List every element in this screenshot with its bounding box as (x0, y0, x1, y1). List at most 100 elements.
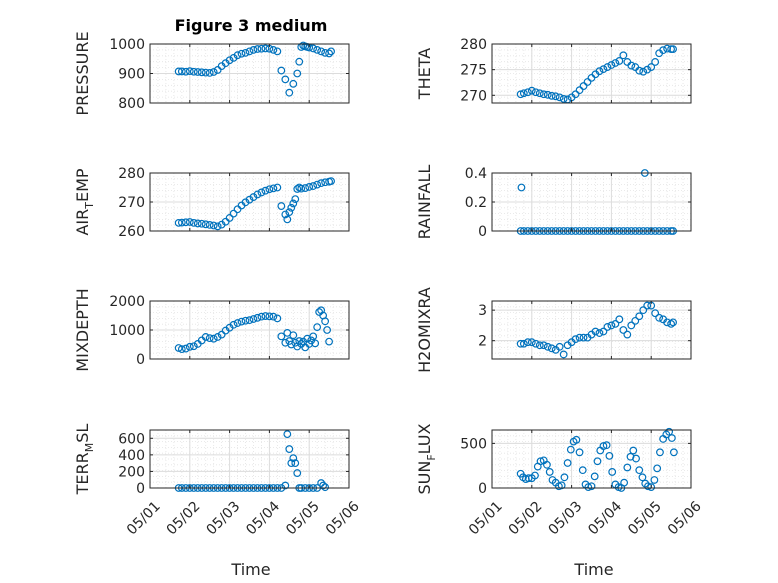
data-point (289, 199, 298, 208)
y-axis-label-part: LUX (415, 423, 434, 454)
data-point (629, 446, 638, 455)
data-point (189, 67, 198, 76)
data-point (257, 312, 266, 321)
data-point (619, 51, 628, 60)
data-point (249, 315, 258, 323)
data-point (319, 481, 328, 490)
data-point (539, 341, 548, 350)
data-point (559, 94, 568, 103)
axes-box (491, 429, 692, 489)
y-tick-label: 280 (118, 166, 145, 182)
subplot-4: 0 0.2 0.4 RAINFALL (415, 165, 692, 240)
data-point (555, 93, 564, 102)
y-tick-label: 0 (478, 481, 487, 497)
data-point (229, 209, 238, 218)
data-point (261, 186, 270, 195)
data-point (327, 177, 335, 186)
data-point (181, 67, 190, 76)
data-point (608, 468, 617, 476)
data-point (519, 339, 528, 348)
data-point (185, 67, 194, 76)
data-point (516, 90, 525, 99)
data-point (189, 218, 198, 227)
data-point (317, 47, 326, 56)
subplot-3: 260 270 280 AIRTEMP (73, 166, 350, 240)
data-point (193, 219, 202, 228)
data-point (237, 317, 246, 326)
x-tick-label: 05/03 (546, 498, 586, 538)
data-point (593, 457, 602, 466)
data-point (321, 483, 330, 492)
data-point (643, 65, 652, 74)
data-point (602, 441, 611, 450)
data-point (535, 341, 544, 350)
data-point (663, 44, 672, 53)
data-point (632, 454, 640, 463)
data-point (241, 198, 250, 207)
y-axis-label: MIXDEPTH (73, 288, 92, 371)
data-point (253, 313, 262, 322)
y-axis-label-subscript: F (425, 454, 438, 460)
data-point (643, 301, 652, 310)
data-point (293, 469, 302, 477)
data-point (225, 56, 234, 65)
data-point (213, 333, 222, 341)
data-point (572, 435, 581, 444)
data-point (301, 184, 310, 192)
y-tick-label: 0 (478, 224, 487, 240)
y-tick-label: 1000 (109, 37, 145, 53)
subplot-6: 2 3 H2OMIXRA (415, 287, 692, 373)
data-point (193, 68, 202, 76)
data-point (201, 68, 210, 77)
data-point (603, 63, 612, 71)
data-point (327, 47, 335, 56)
data-point (277, 332, 286, 341)
data-point (599, 327, 608, 336)
data-point (523, 338, 532, 347)
x-tick-label: 05/04 (585, 498, 625, 538)
y-tick-label: 400 (118, 448, 145, 464)
data-point (311, 339, 320, 348)
data-point (605, 451, 614, 460)
data-point (627, 61, 636, 70)
data-point (293, 69, 302, 78)
data-point (531, 88, 540, 97)
data-point (584, 483, 593, 492)
y-tick-label: 600 (118, 431, 145, 447)
data-point (531, 339, 540, 348)
y-tick-label: 200 (118, 464, 145, 480)
data-point (213, 222, 222, 231)
data-point (527, 338, 536, 347)
data-point (225, 214, 234, 222)
data-point (551, 92, 560, 101)
data-point (305, 183, 314, 191)
data-point (543, 342, 552, 351)
y-tick-label: 0.2 (465, 195, 487, 211)
x-axis-label-left: Time (230, 560, 270, 579)
data-point (599, 442, 608, 450)
x-tick-label: 05/05 (625, 498, 665, 538)
data-point (177, 218, 186, 227)
y-axis-label-subscript: T (83, 202, 96, 210)
data-point (635, 466, 644, 475)
data-point (285, 445, 294, 453)
data-point (177, 67, 186, 76)
y-tick-label: 3 (478, 303, 487, 319)
data-point (269, 184, 278, 193)
data-point (273, 314, 282, 323)
data-point (205, 334, 214, 343)
data-point (309, 44, 318, 53)
data-point (543, 90, 552, 99)
data-point (527, 86, 536, 95)
data-point (289, 79, 298, 88)
data-point (205, 69, 214, 77)
data-point (237, 49, 246, 58)
data-point (669, 448, 678, 457)
data-point (599, 65, 608, 74)
x-axis-label-right: Time (573, 560, 613, 579)
data-point (287, 459, 296, 468)
y-axis-label: SUNFLUX (415, 423, 438, 494)
y-axis-label-part: SL (73, 424, 92, 443)
data-point (181, 218, 190, 227)
data-point (619, 326, 628, 334)
